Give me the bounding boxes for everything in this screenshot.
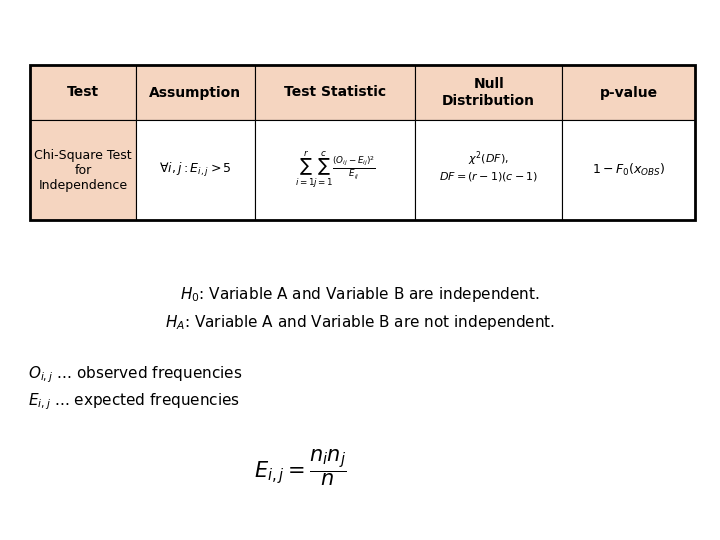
Text: p-value: p-value <box>600 85 657 99</box>
Text: $\chi^2(DF),$
$DF = (r-1)(c-1)$: $\chi^2(DF),$ $DF = (r-1)(c-1)$ <box>439 149 539 183</box>
Bar <box>562 120 695 220</box>
Text: $H_0$: Variable A and Variable B are independent.: $H_0$: Variable A and Variable B are ind… <box>180 286 540 305</box>
Text: $1 - F_0(x_{OBS})$: $1 - F_0(x_{OBS})$ <box>592 162 665 178</box>
Bar <box>415 120 562 220</box>
Bar <box>255 120 415 220</box>
Text: $\forall i,j: E_{i,j} > 5$: $\forall i,j: E_{i,j} > 5$ <box>159 161 232 179</box>
Bar <box>415 65 562 120</box>
Text: Test: Test <box>67 85 99 99</box>
Text: $E_{i,j} = \dfrac{n_i n_j}{n}$: $E_{i,j} = \dfrac{n_i n_j}{n}$ <box>253 448 346 489</box>
Text: Chi-Square Test
for
Independence: Chi-Square Test for Independence <box>34 148 132 192</box>
Bar <box>30 65 135 120</box>
Bar <box>255 65 415 120</box>
Text: Test Statistic: Test Statistic <box>284 85 387 99</box>
Text: Assumption: Assumption <box>149 85 241 99</box>
Text: $\sum_{i=1}^{r}\sum_{j=1}^{c}\frac{(O_{ij}-E_{ij})^2}{E_{ij}}$: $\sum_{i=1}^{r}\sum_{j=1}^{c}\frac{(O_{i… <box>294 150 376 190</box>
Bar <box>30 120 135 220</box>
Bar <box>135 120 255 220</box>
Bar <box>30 65 695 220</box>
Text: $O_{i,j}$ ... observed frequencies: $O_{i,j}$ ... observed frequencies <box>28 364 242 386</box>
Text: $E_{i,j}$ ... expected frequencies: $E_{i,j}$ ... expected frequencies <box>28 392 240 413</box>
Text: Null
Distribution: Null Distribution <box>442 77 535 107</box>
Text: $H_A$: Variable A and Variable B are not independent.: $H_A$: Variable A and Variable B are not… <box>165 313 555 332</box>
Bar <box>562 65 695 120</box>
Bar <box>135 65 255 120</box>
